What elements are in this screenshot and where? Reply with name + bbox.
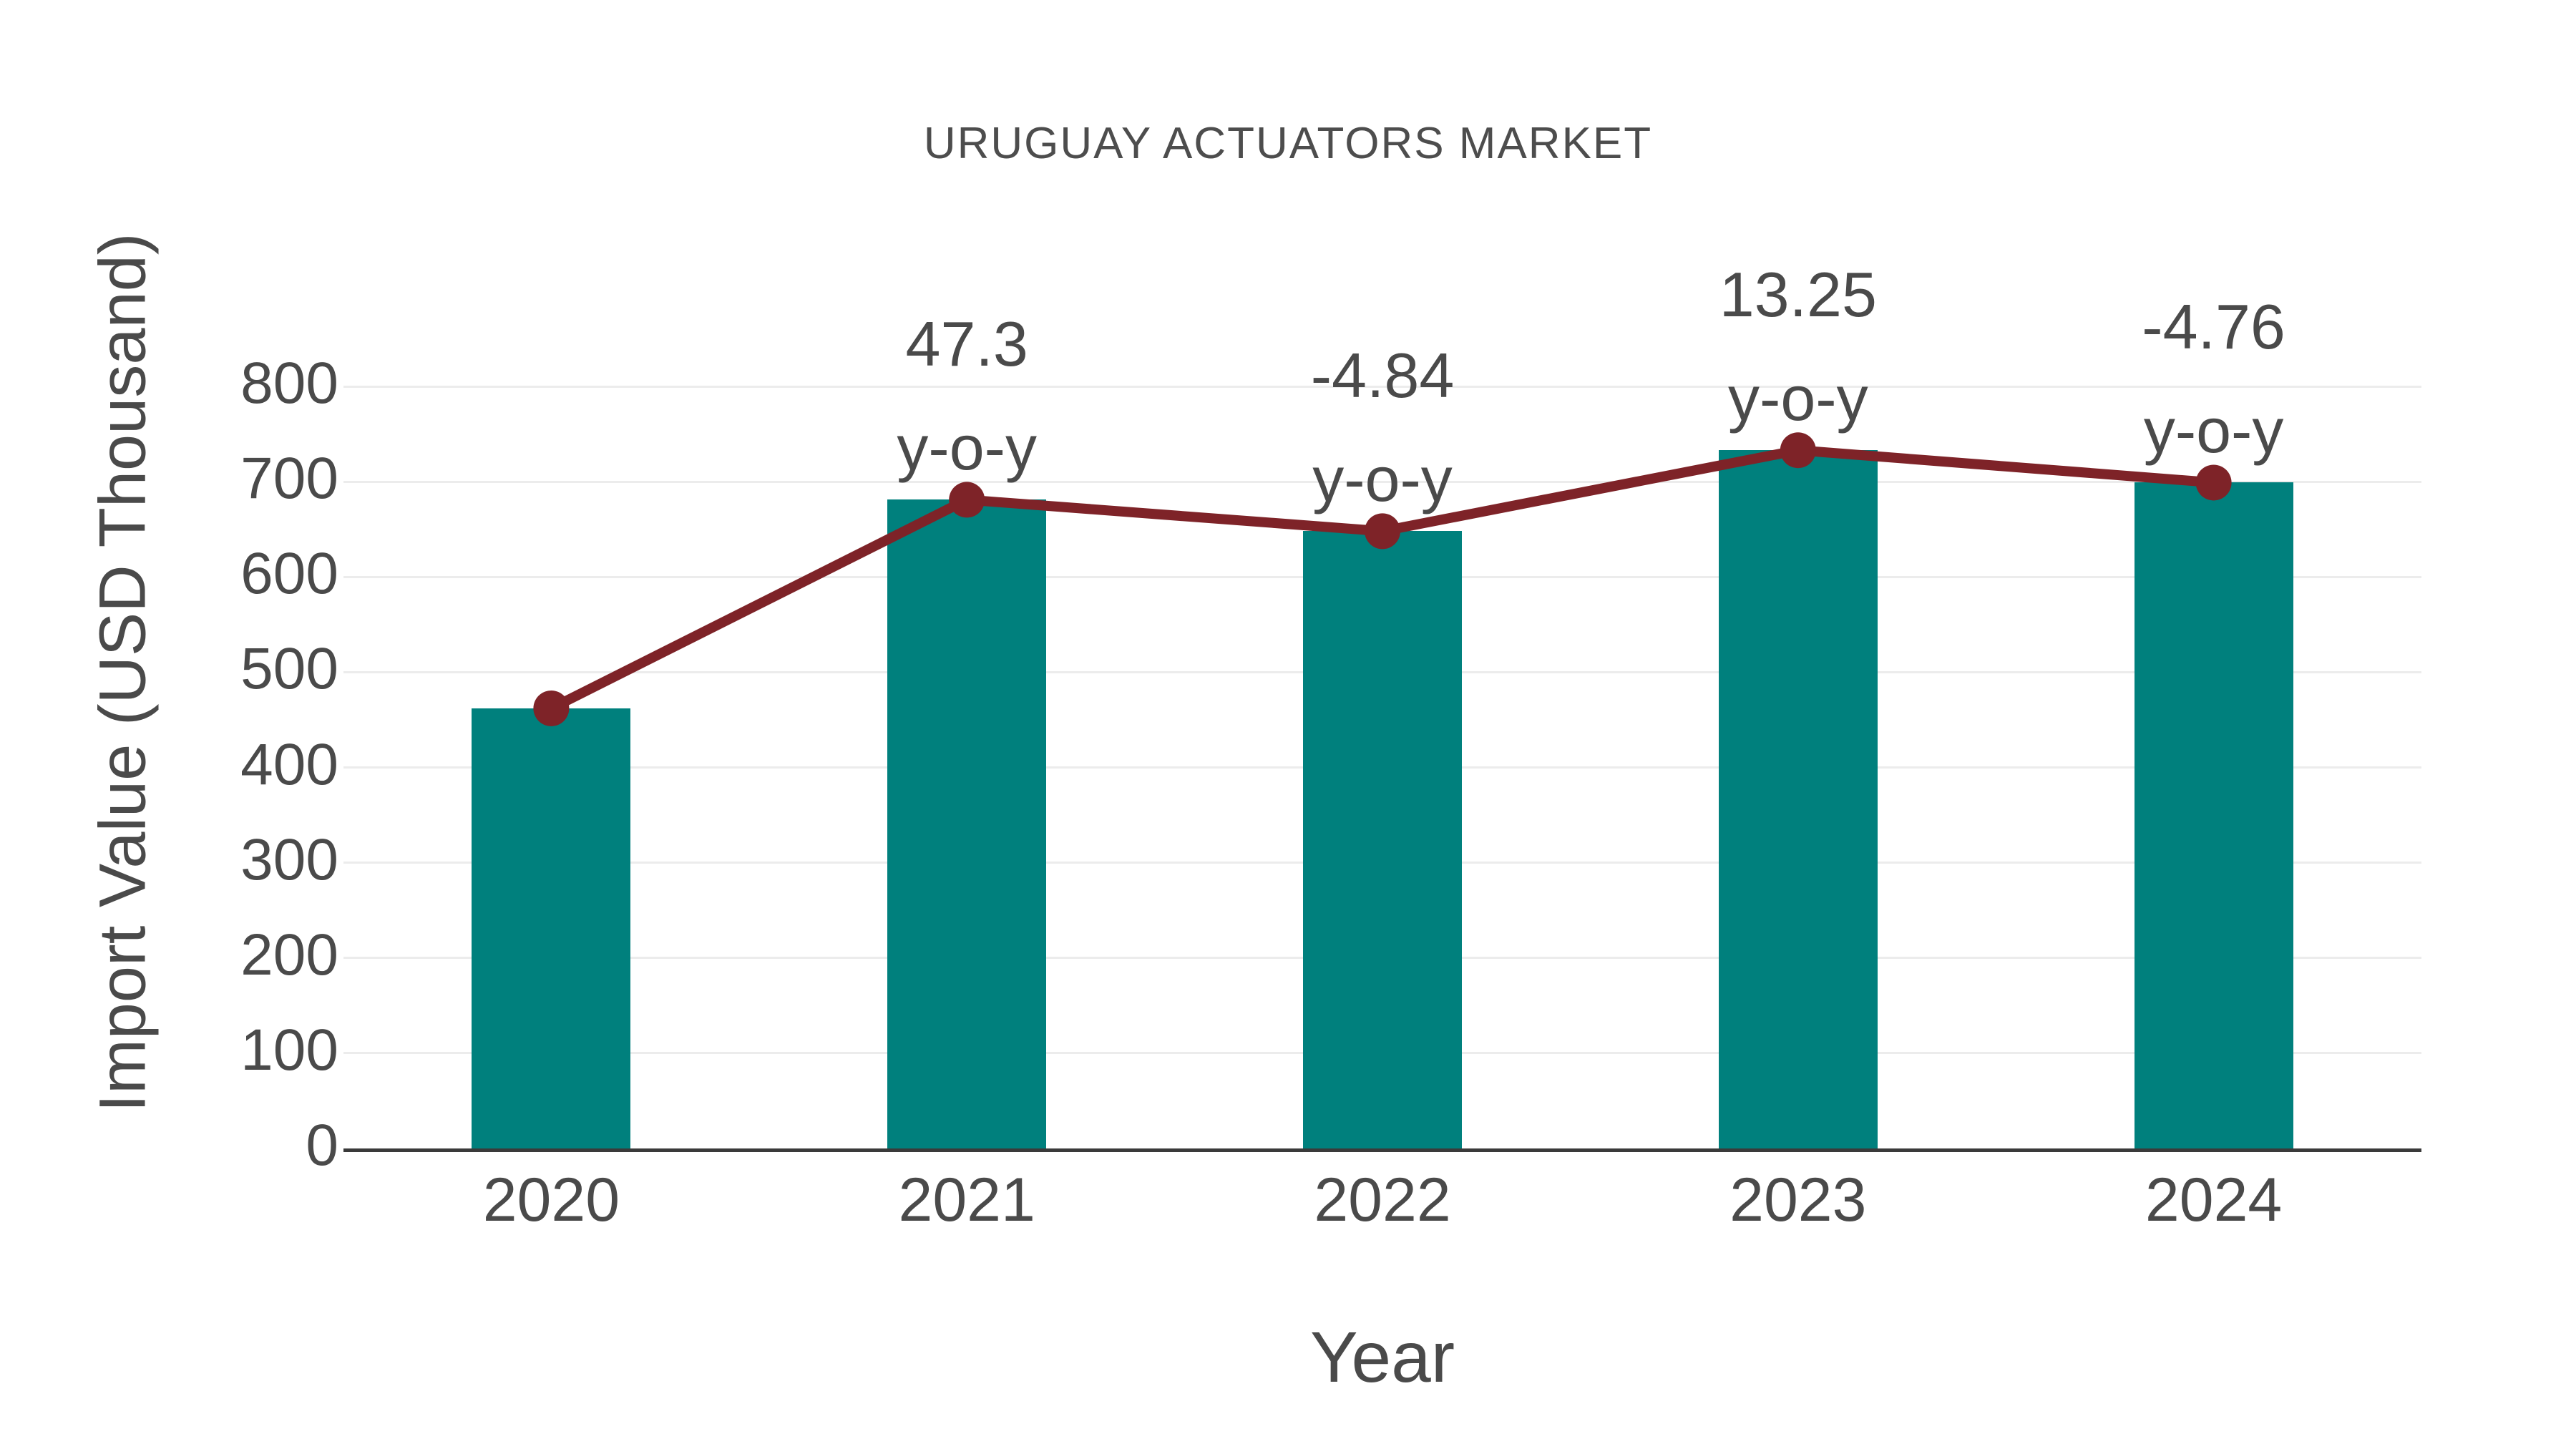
x-tick-label-2020: 2020 bbox=[482, 1166, 620, 1234]
yoy-value: 47.3 bbox=[905, 308, 1028, 380]
yoy-annotation-2023: 13.25 y-o-y bbox=[1576, 243, 2020, 450]
y-tick-label-600: 600 bbox=[240, 541, 338, 607]
y-tick-label-400: 400 bbox=[240, 731, 338, 797]
trend-marker-2022 bbox=[1365, 513, 1400, 550]
x-axis-title: Year bbox=[1309, 1317, 1455, 1397]
y-tick-label-300: 300 bbox=[240, 826, 338, 892]
x-tick-label-2022: 2022 bbox=[1314, 1166, 1451, 1234]
trend-marker-2024 bbox=[2195, 464, 2232, 501]
x-tick-label-2021: 2021 bbox=[898, 1166, 1035, 1234]
plot-area: 47.3 y-o-y -4.84 y-o-y 13.25 y-o-y -4.76 y-o-y bbox=[343, 259, 2421, 1152]
y-tick-label-0: 0 bbox=[306, 1113, 338, 1179]
y-tick-label-800: 800 bbox=[240, 351, 338, 416]
bar-2020 bbox=[472, 708, 631, 1148]
x-tick-label-2024: 2024 bbox=[2145, 1166, 2283, 1234]
gridline-700 bbox=[343, 480, 2421, 483]
bar-2024 bbox=[2134, 482, 2293, 1148]
trend-marker-2020 bbox=[533, 690, 570, 726]
yoy-value: -4.76 bbox=[2142, 291, 2285, 363]
bar-2021 bbox=[887, 499, 1047, 1148]
gridline-800 bbox=[343, 385, 2421, 388]
yoy-label: y-o-y bbox=[2143, 395, 2284, 467]
bar-2023 bbox=[1718, 450, 1878, 1148]
yoy-label: y-o-y bbox=[1728, 363, 1868, 434]
y-axis-title: Import Value (USD Thousand) bbox=[86, 233, 160, 1113]
yoy-label: y-o-y bbox=[1312, 444, 1453, 515]
yoy-value: -4.84 bbox=[1310, 340, 1455, 411]
yoy-annotation-2024: -4.76 y-o-y bbox=[1992, 275, 2436, 482]
trend-marker-2021 bbox=[949, 482, 985, 518]
bar-2022 bbox=[1303, 531, 1462, 1148]
x-tick-label-2023: 2023 bbox=[1729, 1166, 1867, 1234]
y-tick-label-100: 100 bbox=[240, 1018, 338, 1083]
yoy-annotation-2022: -4.84 y-o-y bbox=[1161, 323, 1604, 531]
yoy-value: 13.25 bbox=[1719, 259, 1877, 331]
trend-marker-2023 bbox=[1780, 432, 1816, 469]
chart-title: URUGUAY ACTUATORS MARKET bbox=[923, 119, 1653, 168]
yoy-annotation-2021: 47.3 y-o-y bbox=[745, 292, 1189, 499]
trend-line-layer bbox=[533, 432, 2232, 726]
y-tick-label-700: 700 bbox=[240, 446, 338, 512]
y-tick-label-500: 500 bbox=[240, 636, 338, 702]
yoy-label: y-o-y bbox=[897, 412, 1037, 484]
y-tick-label-200: 200 bbox=[240, 922, 338, 987]
